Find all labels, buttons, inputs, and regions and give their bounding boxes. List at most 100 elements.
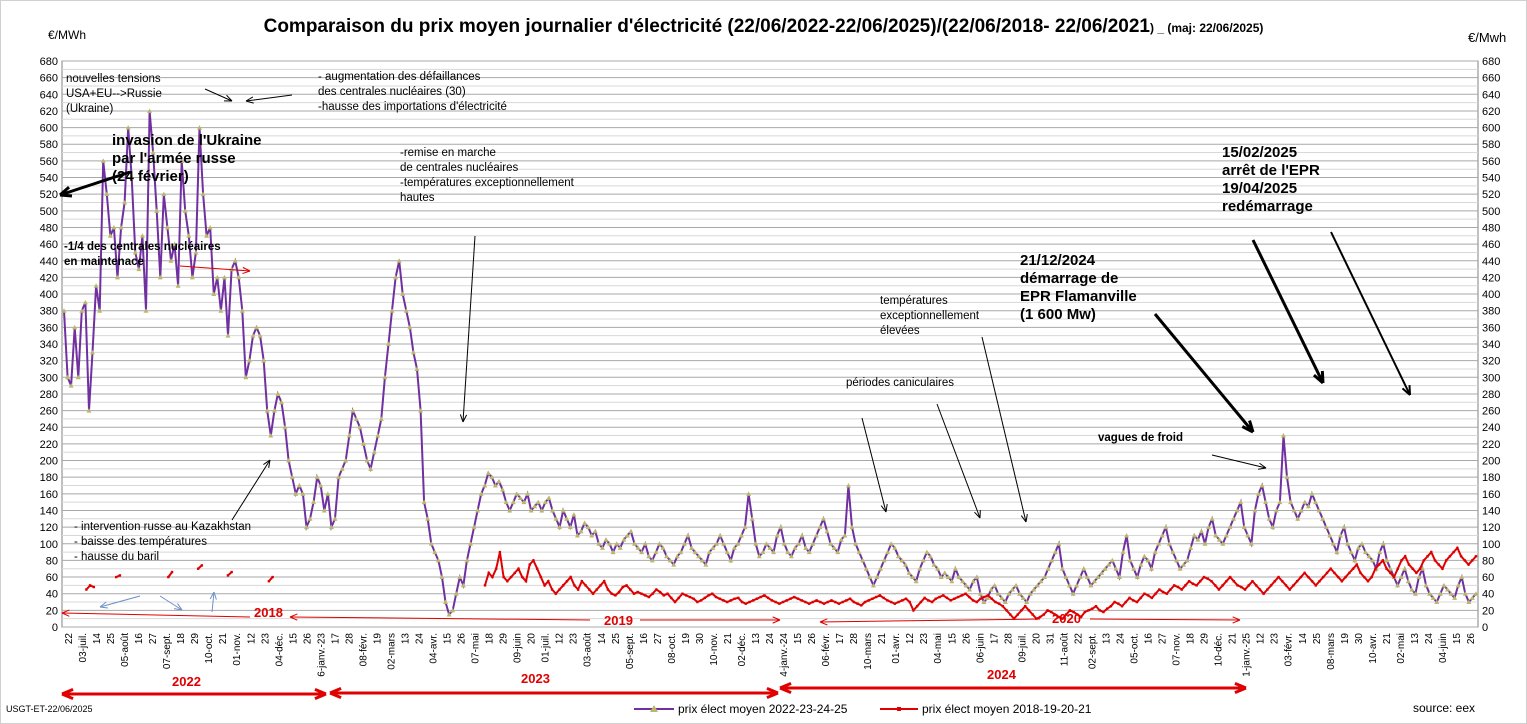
series-2018-point xyxy=(629,588,632,591)
series-2022-point xyxy=(1020,595,1026,600)
arrow-kazakhstan xyxy=(231,459,271,521)
series-2022-point xyxy=(1074,582,1080,588)
annotation-temperatures: températures exceptionnellement élevées xyxy=(880,295,980,337)
series-2022-point xyxy=(1013,582,1019,588)
series-2022-point xyxy=(1166,541,1172,546)
series-2022-point xyxy=(214,274,220,280)
series-2018-point xyxy=(1400,559,1403,562)
series-2022-point xyxy=(132,249,138,255)
y-axis-unit-left: €/MWh xyxy=(48,28,87,42)
series-2022-point xyxy=(1313,499,1319,505)
series-2018-point xyxy=(793,595,796,599)
series-2022-point xyxy=(300,491,306,496)
series-2022-point xyxy=(992,582,998,588)
series-2018-point xyxy=(1411,567,1414,570)
series-2018-point xyxy=(696,600,699,604)
series-2022-point xyxy=(1163,524,1169,530)
series-2018-point xyxy=(673,600,677,604)
series-2022-point xyxy=(496,478,502,484)
series-2018-point xyxy=(1366,580,1370,583)
series-2022-point xyxy=(314,474,320,480)
series-2022-point xyxy=(1291,507,1297,513)
x-tick-label: 25 xyxy=(106,633,117,645)
series-2022-point xyxy=(154,208,160,213)
series-2018-point xyxy=(543,584,546,587)
series-2022-point xyxy=(799,532,805,538)
arrow-red-2020b-head xyxy=(1232,616,1241,624)
series-2018-point xyxy=(1038,615,1042,619)
series-2018-point xyxy=(755,597,759,600)
series-2018-point xyxy=(927,599,930,602)
arrow-tensions xyxy=(204,88,233,102)
series-2022-point xyxy=(1102,566,1108,571)
year-label-inline-3: 2020 xyxy=(1052,611,1081,626)
series-2018-point xyxy=(1061,617,1064,620)
series-2018-point xyxy=(1042,613,1046,616)
series-2022-point xyxy=(792,545,798,550)
series-2018-point xyxy=(1117,602,1120,605)
series-2018-point xyxy=(1437,563,1440,566)
series-2018-point xyxy=(1471,559,1474,562)
series-2022-point xyxy=(678,549,684,555)
series-2022-point xyxy=(1223,532,1229,538)
x-tick-label: 23 xyxy=(260,633,271,645)
x-tick-label: 27 xyxy=(148,633,159,645)
series-2022-point xyxy=(321,507,327,513)
y-tick-label-left: 680 xyxy=(40,56,58,68)
series-2022-point xyxy=(346,433,352,438)
series-2022-point xyxy=(878,566,884,571)
series-2018-point xyxy=(1396,567,1399,570)
x-tick-label: 17 xyxy=(835,633,846,645)
series-2018-point xyxy=(930,600,934,604)
x-tick-label: 10-oct. xyxy=(204,633,215,664)
series-2018-point xyxy=(897,600,900,604)
series-2018-point xyxy=(1098,609,1101,612)
series-2022-point xyxy=(756,553,762,559)
chart-title: Comparaison du prix moyen journalier d'é… xyxy=(263,16,1264,37)
series-2018-point xyxy=(1474,555,1478,558)
series-2022-point xyxy=(425,516,431,521)
series-2018-point xyxy=(1202,575,1206,579)
series-2022-point xyxy=(714,541,720,546)
series-2022-point xyxy=(977,591,983,596)
series-2022-point xyxy=(1466,599,1472,605)
series-2022-point xyxy=(407,324,413,330)
series-2022-point xyxy=(318,483,324,488)
series-2022-point xyxy=(75,374,81,380)
series-2018-point xyxy=(740,600,744,604)
series-2018-point xyxy=(118,574,122,577)
series-2018-point xyxy=(114,575,118,579)
series-2022-point xyxy=(296,483,302,488)
series-2022-point xyxy=(503,499,509,505)
series-2018-point xyxy=(975,600,978,604)
series-2022-point xyxy=(1216,537,1222,542)
series-2018-point xyxy=(1236,584,1239,587)
series-2022-point xyxy=(781,541,787,546)
series-2022-point xyxy=(100,158,106,163)
y-tick-label-right: 640 xyxy=(1482,89,1500,101)
series-2018-point xyxy=(1169,588,1172,591)
series-2022-point xyxy=(1152,549,1158,555)
series-2022-point xyxy=(1241,524,1247,530)
series-2022-point xyxy=(838,537,844,542)
series-2022-point xyxy=(902,562,908,567)
series-2022-point xyxy=(450,607,456,613)
series-2018-point xyxy=(658,590,662,594)
series-2022-point xyxy=(635,545,641,550)
series-2022-point xyxy=(667,557,673,563)
series-2022-point xyxy=(853,541,859,546)
series-2022-point xyxy=(1077,574,1083,580)
x-tick-label: 24 xyxy=(1424,633,1435,645)
series-2022-point xyxy=(1173,557,1179,563)
series-2022-point xyxy=(710,545,716,550)
series-2018-point xyxy=(1124,600,1127,604)
series-2022-point xyxy=(1084,574,1090,580)
series-2022-point xyxy=(1184,557,1190,563)
series-2018-point xyxy=(1281,580,1284,583)
y-tick-label-right: 540 xyxy=(1482,173,1500,185)
series-2022-point xyxy=(410,349,416,355)
x-tick-label: 07-nov. xyxy=(1172,633,1183,666)
series-2018-point xyxy=(1422,559,1426,562)
series-2018-point xyxy=(830,599,833,602)
series-2018-point xyxy=(744,602,747,605)
